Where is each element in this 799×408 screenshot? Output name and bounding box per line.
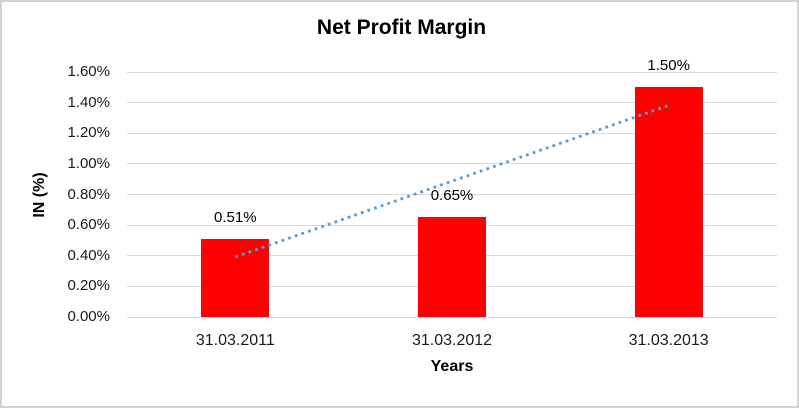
x-tick-label: 31.03.2012 bbox=[411, 332, 493, 349]
gridline bbox=[127, 102, 777, 104]
y-tick-label: 1.40% bbox=[67, 93, 110, 111]
gridline bbox=[127, 71, 777, 73]
y-tick-label: 0.40% bbox=[67, 246, 110, 264]
y-tick-label: 1.20% bbox=[67, 124, 110, 142]
bar-data-label: 1.50% bbox=[647, 57, 690, 75]
x-tick-label: 31.03.2011 bbox=[195, 332, 275, 349]
y-tick-label: 1.00% bbox=[67, 154, 110, 172]
y-tick-label: 0.80% bbox=[67, 185, 110, 203]
y-tick-label: 0.00% bbox=[67, 308, 110, 325]
bar-31.03.2012 bbox=[418, 217, 486, 317]
bar-31.03.2011 bbox=[201, 238, 270, 317]
gridline bbox=[127, 316, 777, 318]
bar-data-label: 0.65% bbox=[430, 187, 474, 205]
y-tick-label: 0.20% bbox=[67, 277, 110, 295]
bar-31.03.2013 bbox=[634, 87, 703, 317]
y-tick-label: 0.60% bbox=[67, 216, 110, 234]
bar-data-label: 0.51% bbox=[214, 208, 257, 226]
chart-title: Net Profit Margin bbox=[316, 16, 487, 39]
x-axis-title: Years bbox=[430, 358, 474, 375]
x-tick-label: 31.03.2013 bbox=[628, 332, 709, 349]
y-axis-title: IN (%) bbox=[31, 171, 48, 218]
y-tick-label: 1.60% bbox=[67, 63, 110, 80]
